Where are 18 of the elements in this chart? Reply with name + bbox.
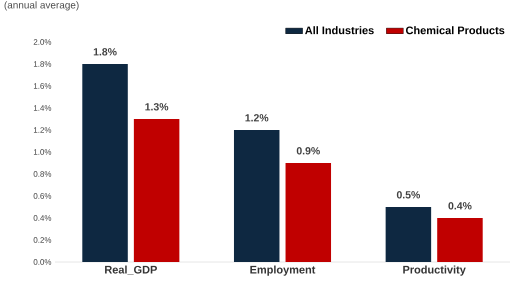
bar — [234, 130, 280, 262]
bar — [286, 163, 332, 262]
bar — [134, 119, 180, 262]
bar — [437, 218, 483, 262]
data-label: 0.5% — [396, 191, 420, 199]
data-label: 1.3% — [145, 103, 168, 111]
bar — [82, 64, 128, 262]
x-tick-label: Employment — [250, 266, 316, 276]
x-tick-label: Productivity — [403, 266, 466, 276]
legend-label: All Industries — [305, 26, 374, 34]
data-label: 0.9% — [296, 147, 320, 155]
data-label: 1.2% — [245, 114, 268, 122]
bar — [386, 207, 432, 262]
chart-title: (annual average) — [4, 1, 79, 10]
data-label: 0.4% — [448, 202, 472, 210]
x-tick-label: Real_GDP — [105, 266, 157, 275]
legend-label: Chemical Products — [406, 26, 504, 34]
data-label: 1.8% — [94, 48, 117, 56]
